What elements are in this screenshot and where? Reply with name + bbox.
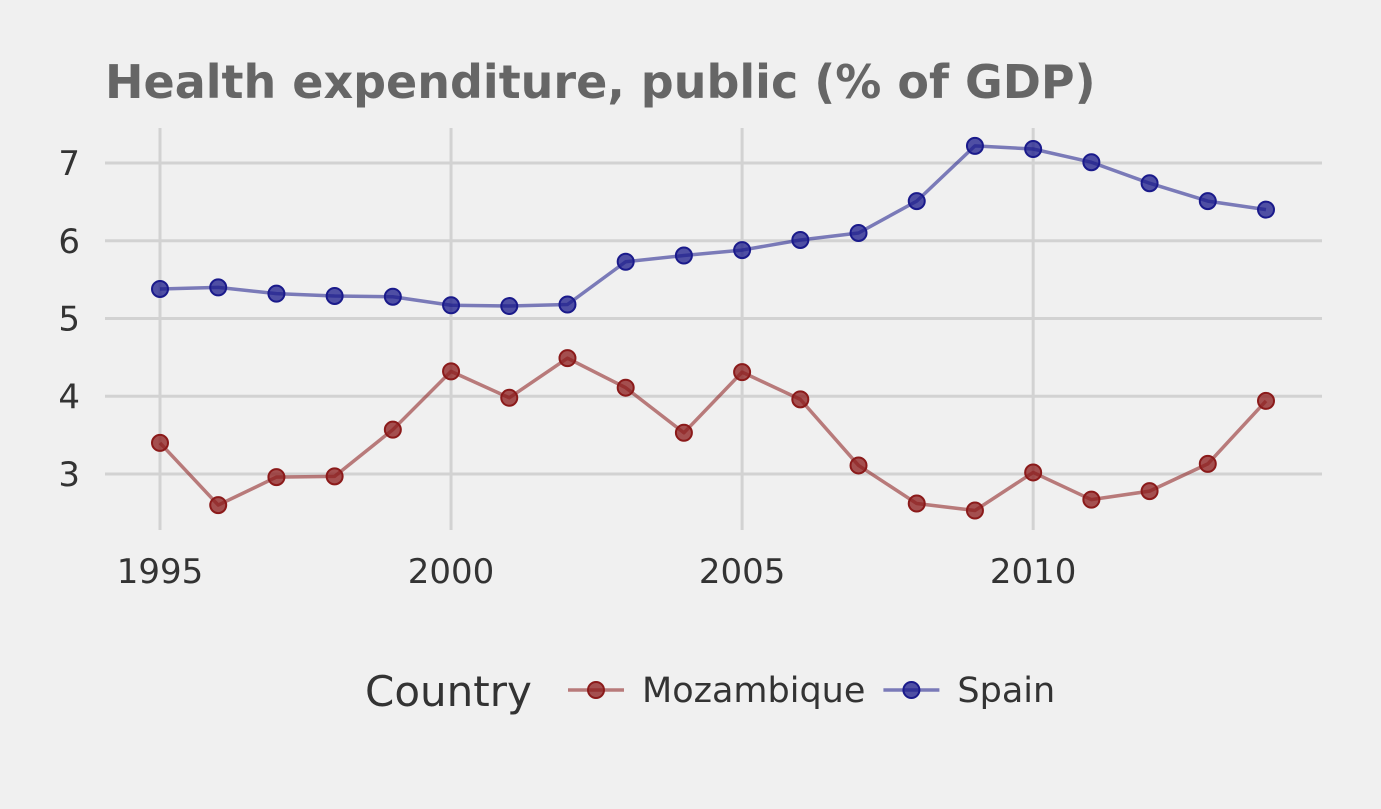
y-axis-tick-labels: 3 4 5 6 7 [58,144,80,495]
data-point-mozambique-2011 [1082,490,1101,509]
legend-item-spain: Spain [883,671,1055,711]
grid [105,128,1322,530]
y-tick-label: 3 [58,455,80,495]
data-point-spain-2013 [1198,192,1217,211]
x-axis-tick-labels: 1995 2000 2005 2010 [117,552,1077,592]
data-point-mozambique-2007 [849,456,868,475]
legend-items: Mozambique Spain [568,671,1055,711]
legend-item-mozambique: Mozambique [568,671,865,711]
data-point-spain-1998 [325,286,344,305]
y-tick-label: 6 [58,222,80,262]
data-point-spain-2005 [733,241,752,260]
data-point-spain-2004 [674,246,693,265]
series-layer [151,136,1275,520]
data-point-mozambique-2006 [791,390,810,409]
legend-key-point [587,681,605,699]
data-point-mozambique-2005 [733,363,752,382]
x-tick-label: 2000 [408,552,495,592]
data-point-spain-2001 [500,297,519,316]
data-point-mozambique-1999 [383,420,402,439]
data-point-mozambique-2003 [616,378,635,397]
data-point-mozambique-2002 [558,349,577,368]
series-spain [151,136,1275,316]
data-point-mozambique-2000 [442,362,461,381]
data-point-spain-2000 [442,296,461,315]
legend: Country Mozambique Spain [365,667,1055,716]
data-point-mozambique-2001 [500,388,519,407]
data-point-mozambique-2013 [1198,454,1217,473]
data-point-mozambique-2012 [1140,482,1159,501]
data-point-spain-1997 [267,284,286,303]
data-point-mozambique-2009 [965,501,984,520]
x-tick-label: 2005 [699,552,786,592]
data-point-mozambique-1998 [325,467,344,486]
data-point-spain-2003 [616,252,635,271]
data-point-mozambique-2010 [1024,463,1043,482]
data-point-mozambique-1997 [267,468,286,487]
legend-label: Spain [957,671,1055,711]
data-point-mozambique-2004 [674,423,693,442]
legend-key-point [902,681,921,699]
data-point-spain-2006 [791,230,810,249]
data-point-spain-2009 [965,136,984,155]
y-tick-label: 5 [58,300,80,340]
data-point-mozambique-2008 [907,494,926,513]
data-point-spain-2008 [907,192,926,211]
x-tick-label: 1995 [117,552,204,592]
data-point-spain-2010 [1024,140,1043,159]
data-point-spain-1999 [383,287,402,306]
data-point-spain-2007 [849,223,868,242]
chart-title: Health expenditure, public (% of GDP) [105,55,1096,109]
series-line-mozambique [158,356,1268,513]
data-point-mozambique-2014 [1257,391,1275,410]
y-tick-label: 7 [58,144,80,184]
series-mozambique [151,349,1275,520]
data-point-spain-2011 [1082,153,1101,172]
data-point-spain-2002 [558,295,577,314]
data-point-mozambique-1995 [151,433,169,452]
x-tick-label: 2010 [990,552,1077,592]
data-point-spain-1996 [209,278,228,297]
data-point-spain-2012 [1140,174,1159,193]
legend-label: Mozambique [642,671,865,711]
data-point-mozambique-1996 [209,496,228,515]
data-point-spain-1995 [151,279,169,298]
data-point-spain-2014 [1257,200,1275,219]
series-line-spain [159,144,1267,308]
y-tick-label: 4 [58,377,80,417]
legend-title: Country [365,667,532,716]
